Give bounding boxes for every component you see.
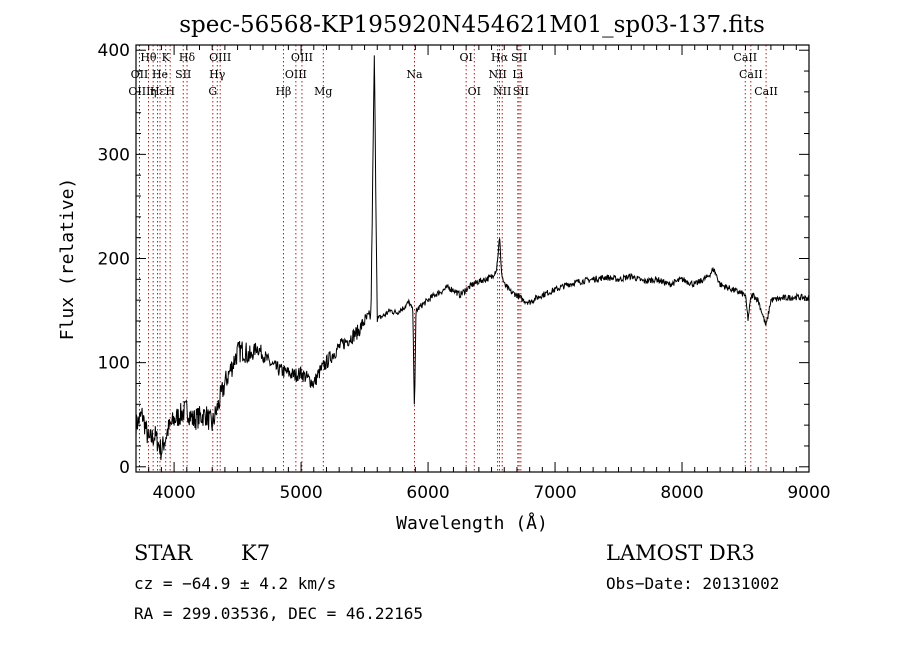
- spectral-line-label: H: [165, 85, 175, 98]
- spectral-line-label: Hβ: [275, 85, 291, 98]
- spectral-line-label: η: [150, 85, 157, 98]
- spectral-line-label: SII: [513, 85, 529, 98]
- spectral-line-label: OIII: [285, 68, 307, 81]
- spectral-line-label: CaII: [733, 51, 757, 64]
- spectral-line-markers: [138, 45, 767, 472]
- spectral-line-label: He: [152, 68, 168, 81]
- redshift-cz: cz = −64.9 ± 4.2 km/s: [134, 574, 336, 593]
- spectral-line-label: SII: [175, 68, 191, 81]
- chart-title: spec-56568-KP195920N454621M01_sp03-137.f…: [179, 12, 765, 38]
- y-tick-label: 400: [98, 41, 130, 61]
- spectral-line-label: Hδ: [179, 51, 196, 64]
- spectral-line-label: OII: [131, 68, 149, 81]
- observation-date: Obs−Date: 20131002: [606, 574, 779, 593]
- y-tick-label: 0: [119, 458, 130, 478]
- spectral-line-label: Mg: [314, 85, 332, 98]
- axis-ticks: 4000 5000 6000 7000 8000 9000 0 100 200 300 400: [98, 41, 831, 503]
- spectral-line-label: Li: [512, 68, 523, 81]
- spectral-line-label: CaII: [739, 68, 763, 81]
- object-subclass: K7: [241, 541, 270, 565]
- spectral-line-label: OIII: [209, 51, 231, 64]
- spectral-line-label: Hθ: [140, 51, 157, 64]
- spectral-line-label: OI: [459, 51, 472, 64]
- spectral-line-label: Hε: [150, 85, 166, 98]
- spectral-line-label: G: [208, 85, 217, 98]
- y-axis-label: Flux (relative): [57, 178, 78, 341]
- spectral-line-label: NII: [493, 85, 511, 98]
- x-tick-label: 4000: [152, 483, 195, 503]
- spectral-line-label: Hγ: [209, 68, 226, 81]
- y-tick-label: 100: [98, 354, 130, 374]
- y-tick-label: 200: [98, 250, 130, 270]
- object-class: STAR: [134, 541, 193, 565]
- x-tick-label: 9000: [787, 483, 830, 503]
- x-axis-label: Wavelength (Å): [396, 512, 548, 534]
- x-tick-label: 5000: [279, 483, 322, 503]
- spectral-line-label: Na: [406, 68, 423, 81]
- spectral-line-label: CaII: [754, 85, 778, 98]
- spectral-line-label: Hα: [491, 51, 509, 64]
- survey-name: LAMOST DR3: [606, 541, 755, 565]
- plot-frame: [135, 44, 810, 473]
- spectral-line-label: NII: [488, 68, 506, 81]
- spectrum-series-line: [135, 55, 810, 461]
- y-tick-label: 300: [98, 145, 130, 165]
- spectral-line-label: K: [162, 51, 171, 64]
- spectral-line-label: OIII: [291, 51, 313, 64]
- x-tick-label: 6000: [406, 483, 449, 503]
- ra-dec-coordinates: RA = 299.03536, DEC = 46.22165: [134, 604, 423, 623]
- x-tick-label: 7000: [533, 483, 576, 503]
- spectral-line-label: SII: [511, 51, 527, 64]
- spectral-line-label: OI: [468, 85, 481, 98]
- x-tick-label: 8000: [660, 483, 703, 503]
